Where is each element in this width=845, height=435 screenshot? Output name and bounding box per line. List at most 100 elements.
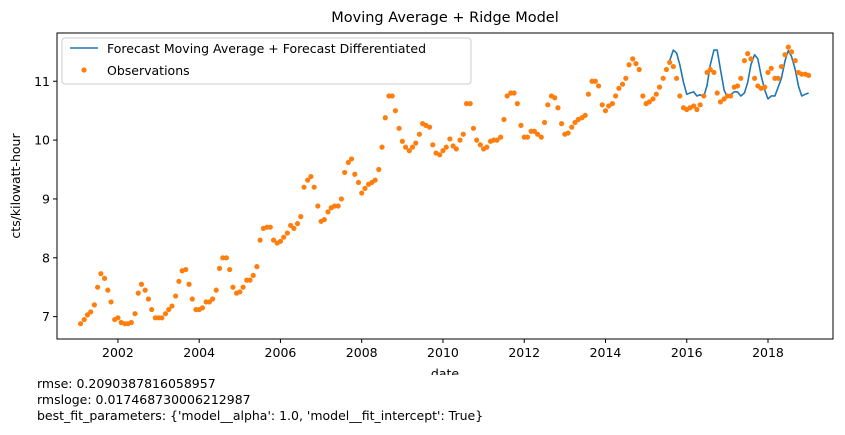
- x-axis: 2002 2004 2006 2008 2010 2012 2014 2016 2018: [102, 339, 784, 360]
- observation-point: [294, 221, 301, 227]
- observation-point: [311, 184, 317, 190]
- observation-point: [626, 62, 632, 68]
- observation-point: [775, 75, 781, 81]
- observation-point: [406, 148, 412, 154]
- observation-point: [315, 203, 321, 209]
- observation-point: [640, 93, 646, 99]
- observation-point: [162, 311, 169, 317]
- observation-point: [728, 93, 734, 99]
- observation-point: [409, 144, 416, 150]
- observation-point: [359, 190, 365, 196]
- legend-label-forecast: Forecast Moving Average + Forecast Diffe…: [107, 41, 426, 56]
- observation-point: [402, 144, 409, 150]
- observation-point: [443, 144, 449, 150]
- y-tick-label: 11: [34, 74, 50, 89]
- observation-point: [633, 61, 639, 67]
- observation-point: [372, 177, 378, 183]
- observation-point: [778, 63, 785, 70]
- observation-point: [782, 52, 788, 58]
- x-tick-label: 2014: [590, 345, 622, 360]
- observation-point: [342, 169, 348, 176]
- observation-point: [559, 121, 565, 127]
- observation-point: [768, 65, 774, 71]
- observation-point: [376, 166, 382, 173]
- observation-point: [741, 58, 748, 64]
- observation-point: [453, 146, 459, 152]
- observation-point: [210, 296, 216, 302]
- observation-point: [305, 177, 311, 183]
- observation-point: [183, 266, 189, 273]
- plot-frame: [56, 32, 834, 340]
- observation-point: [399, 138, 405, 144]
- observation-point: [646, 99, 652, 105]
- observation-point: [751, 75, 758, 81]
- legend-box: [61, 37, 472, 85]
- observation-point: [514, 101, 520, 107]
- observation-point: [501, 116, 507, 123]
- observation-point: [498, 134, 504, 140]
- observation-point: [619, 81, 626, 87]
- legend-dot-swatch: [81, 67, 87, 73]
- observation-point: [437, 152, 443, 158]
- forecast-series-line: [668, 49, 809, 100]
- observation-point: [277, 238, 284, 244]
- observation-point: [169, 303, 175, 309]
- observation-point: [173, 293, 179, 299]
- observation-point: [95, 284, 101, 290]
- observation-point: [166, 306, 172, 313]
- observation-point: [785, 44, 791, 50]
- observation-point: [717, 99, 724, 105]
- observation-point: [673, 75, 680, 81]
- observation-point: [656, 84, 663, 90]
- observation-point: [460, 131, 466, 137]
- observation-point: [98, 271, 104, 277]
- observation-point: [355, 179, 362, 186]
- observation-point: [518, 122, 524, 128]
- observation-point: [467, 101, 473, 107]
- observation-point: [545, 102, 551, 108]
- observation-point: [138, 281, 145, 287]
- observation-point: [806, 72, 812, 78]
- observation-point: [701, 93, 707, 99]
- observation-point: [565, 130, 571, 136]
- y-tick-label: 9: [42, 191, 50, 206]
- observation-point: [477, 142, 483, 148]
- observation-point: [220, 255, 226, 261]
- x-tick-label: 2004: [183, 345, 215, 360]
- observation-point: [345, 159, 351, 166]
- observation-point: [254, 264, 260, 270]
- observation-point: [115, 315, 121, 321]
- observation-point: [677, 93, 683, 99]
- metrics-notes: rmse: 0.2090387816058957 rmsloge: 0.0174…: [37, 376, 483, 424]
- observation-point: [105, 287, 111, 293]
- y-tick-label: 7: [42, 309, 50, 324]
- observation-point: [582, 112, 588, 118]
- legend: Forecast Moving Average + Forecast Diffe…: [61, 37, 472, 85]
- observation-point: [247, 277, 253, 283]
- observation-point: [670, 63, 676, 70]
- rmsloge-text: rmsloge: 0.017468730006212987: [37, 392, 251, 407]
- observation-point: [653, 91, 659, 97]
- observation-point: [362, 185, 368, 191]
- observation-point: [308, 173, 314, 180]
- x-tick-label: 2006: [265, 345, 297, 360]
- observation-point: [650, 96, 656, 102]
- observation-point: [257, 237, 263, 243]
- observation-point: [623, 75, 629, 81]
- y-axis: 7 8 9 10 11: [34, 74, 57, 324]
- observation-point: [223, 255, 230, 261]
- observation-point: [199, 305, 206, 311]
- observation-point: [538, 134, 544, 140]
- observation-point: [213, 287, 219, 293]
- observation-point: [298, 214, 304, 220]
- observation-point: [555, 105, 561, 111]
- observation-point: [592, 78, 598, 84]
- observation-point: [352, 171, 358, 177]
- observation-point: [511, 90, 517, 96]
- observation-point: [77, 321, 84, 327]
- best-fit-parameters-text: best_fit_parameters: {'model__alpha': 1.…: [37, 408, 484, 423]
- observation-point: [636, 66, 642, 73]
- chart-title: Moving Average + Ridge Model: [331, 10, 558, 26]
- observation-point: [457, 137, 463, 143]
- rmse-text: rmse: 0.2090387816058957: [37, 376, 216, 391]
